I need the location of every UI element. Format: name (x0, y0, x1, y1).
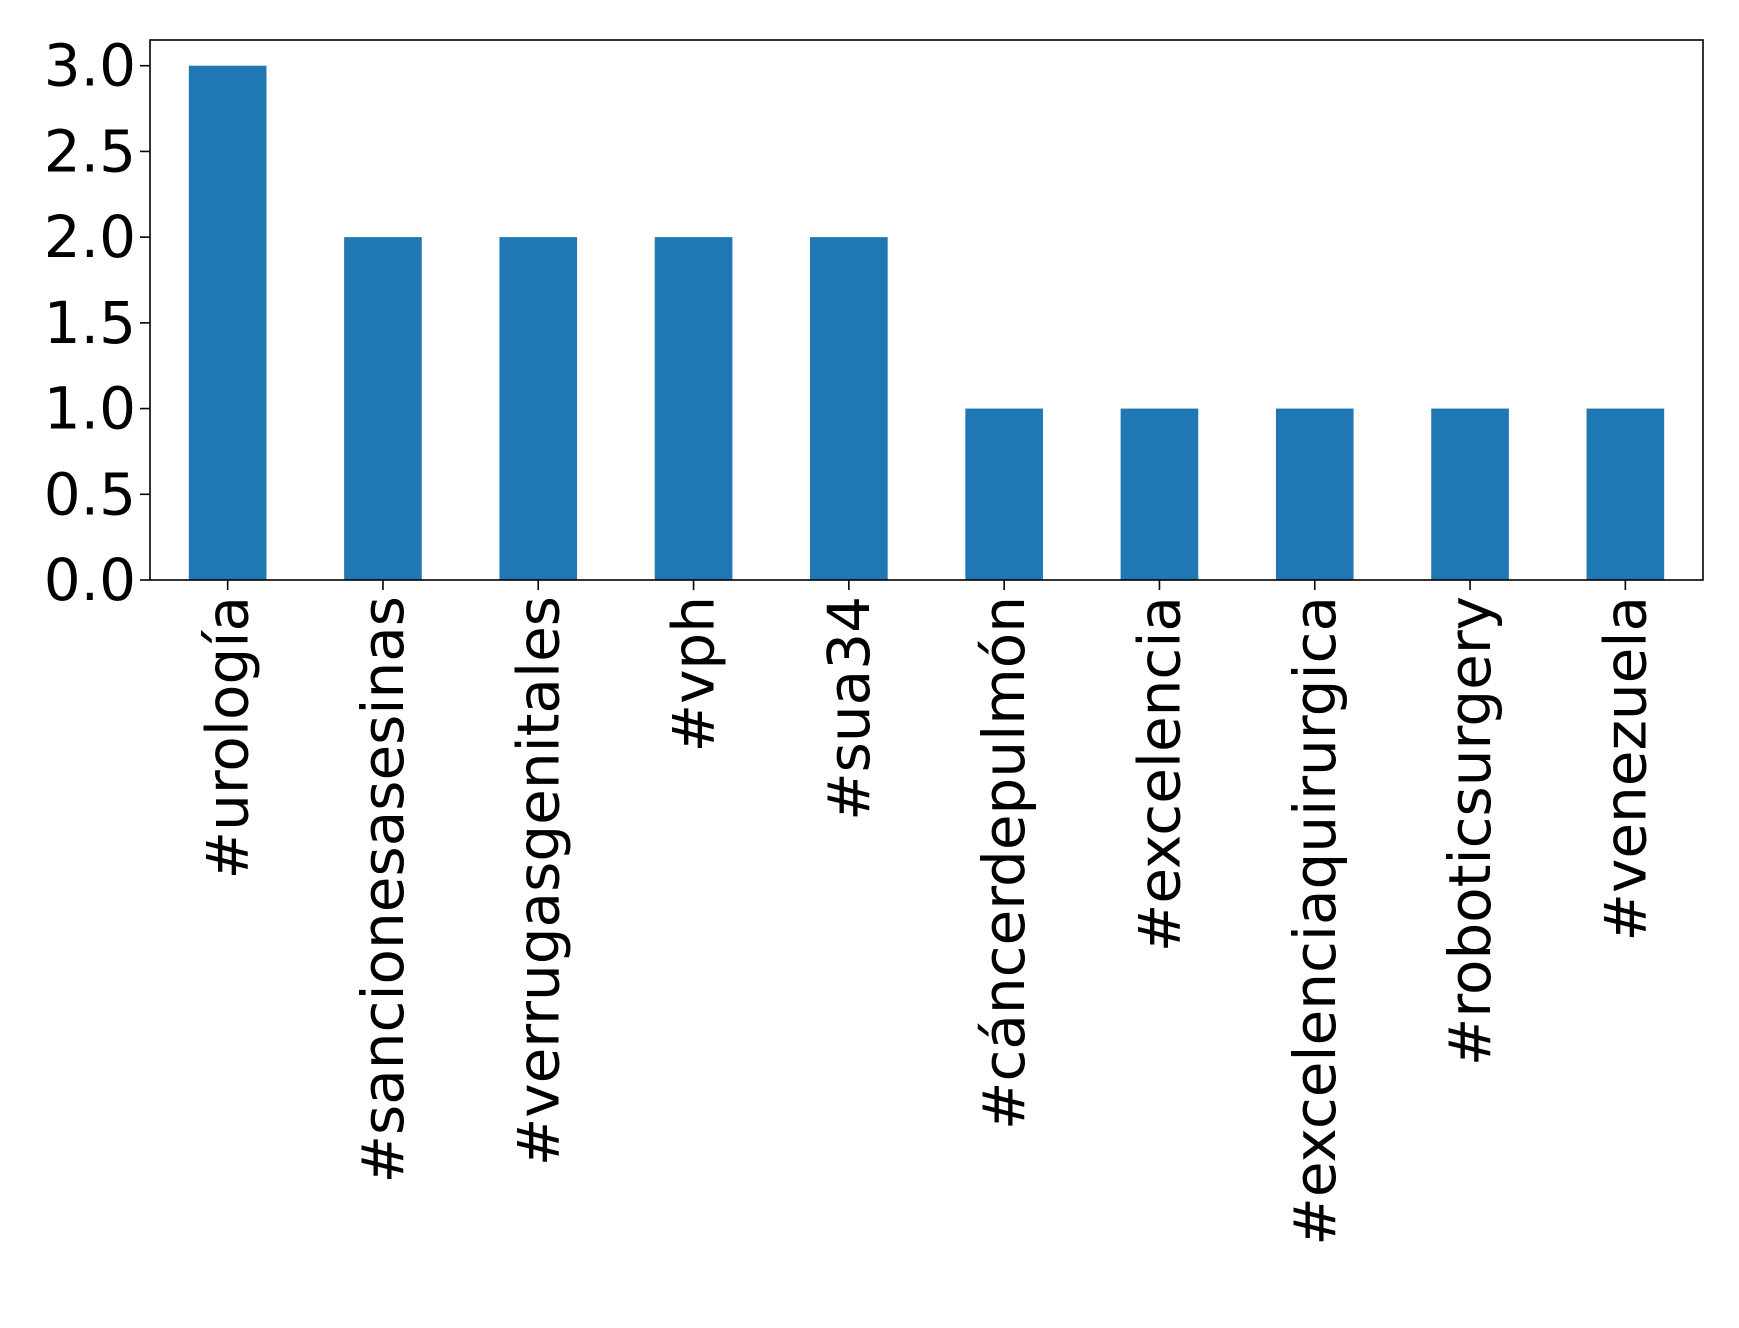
x-tick-label-7: #excelenciaquirurgica (1281, 596, 1349, 1246)
bar-4 (810, 237, 888, 580)
bar-2 (499, 237, 578, 580)
bar-5 (965, 408, 1043, 580)
bar-0 (188, 65, 267, 580)
bar-9 (1586, 408, 1665, 580)
y-tick-label-1: 0.5 (44, 460, 136, 528)
plot-frame (149, 39, 1704, 581)
bar-6 (1120, 408, 1199, 580)
x-tick-label-8: #roboticsurgery (1436, 596, 1504, 1066)
x-tick-label-0: #urología (194, 596, 262, 880)
y-tick-label-5: 2.5 (44, 117, 136, 185)
x-tick-label-5: #cáncerdepulmón (970, 596, 1038, 1130)
x-tick-label-1: #sancionesasesinas (349, 596, 417, 1184)
x-tick-label-6: #excelencia (1125, 596, 1193, 952)
y-tick-label-6: 3.0 (44, 32, 136, 100)
x-tick-label-9: #venezuela (1591, 596, 1659, 942)
y-tick-label-0: 0.0 (44, 546, 136, 614)
bar-3 (654, 237, 733, 580)
x-tick-label-4: #sua34 (815, 596, 883, 821)
x-axis: #urología #sancionesasesinas #verrugasgeni… (194, 580, 1659, 1246)
y-tick-label-3: 1.5 (44, 289, 136, 357)
y-tick-label-2: 1.0 (44, 375, 136, 443)
x-tick-label-3: #vph (660, 596, 728, 753)
bars-layer (188, 65, 1665, 580)
bar-1 (344, 237, 422, 580)
bar-7 (1275, 408, 1354, 580)
y-tick-label-4: 2.0 (44, 203, 136, 271)
x-tick-label-2: #verrugasgenitales (504, 596, 572, 1166)
bar-8 (1431, 408, 1509, 580)
y-axis: 0.0 0.5 1.0 1.5 2.0 2.5 3.0 (44, 32, 150, 614)
